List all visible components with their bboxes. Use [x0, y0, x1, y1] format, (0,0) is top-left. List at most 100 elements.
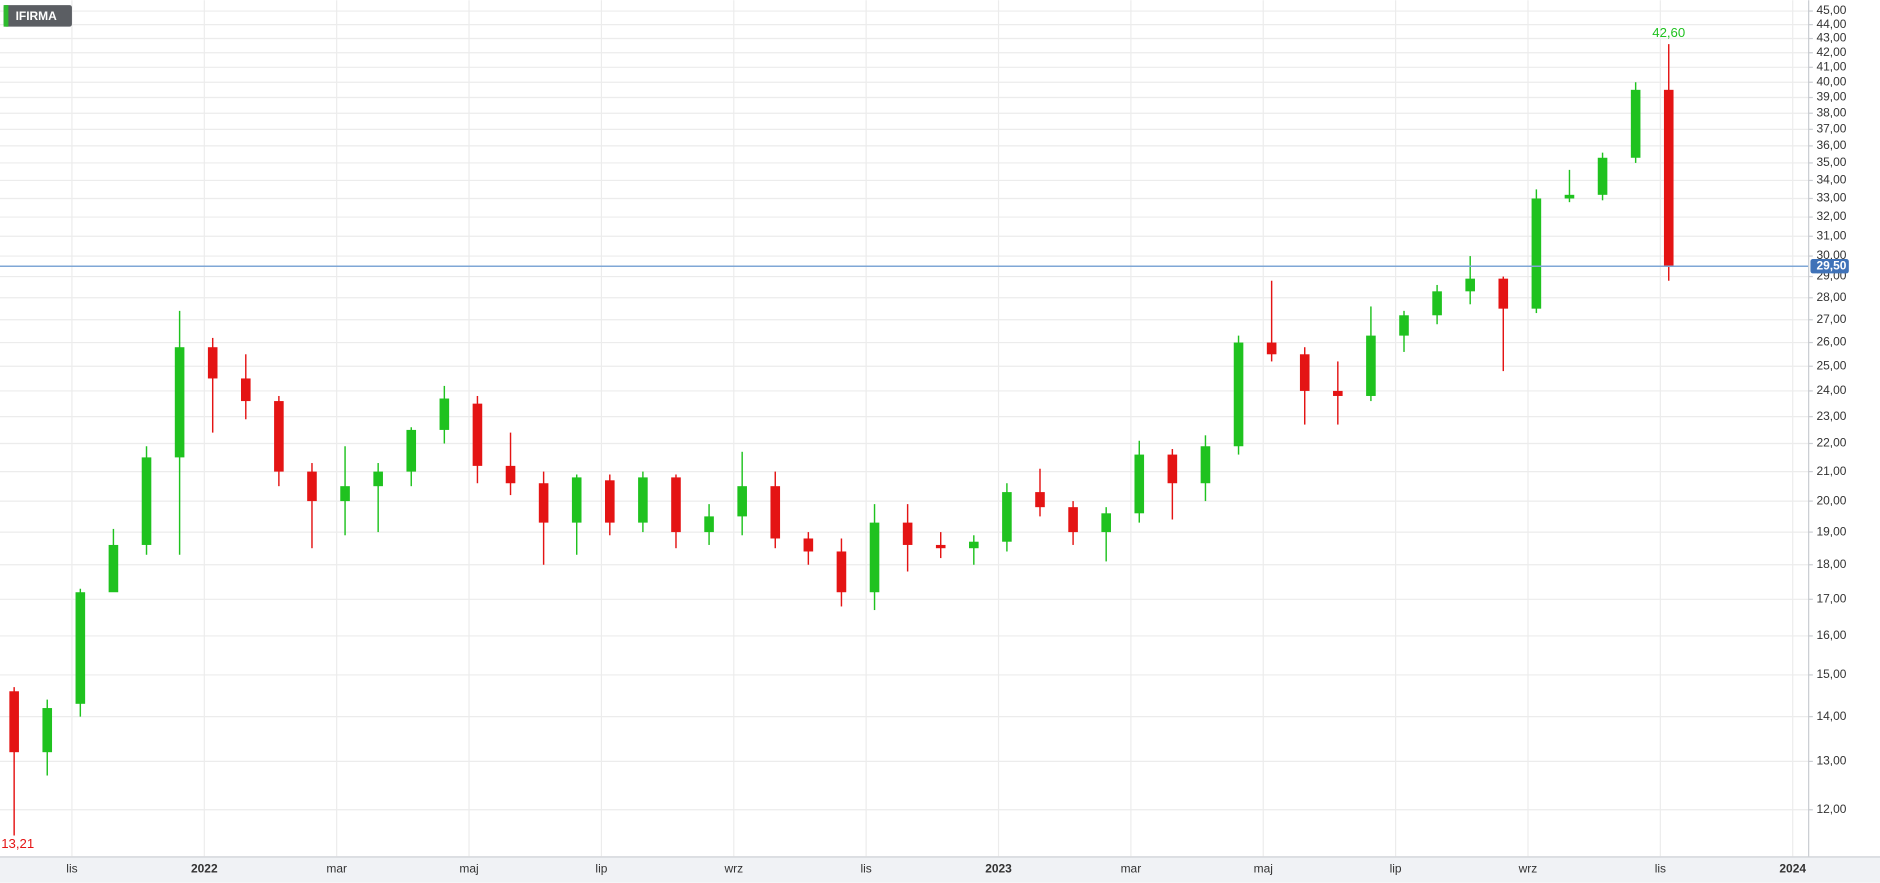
candle-body [538, 483, 549, 523]
y-tick-label: 45,00 [1816, 3, 1846, 17]
y-tick-label: 14,00 [1816, 709, 1846, 723]
x-tick-label: wrz [723, 862, 743, 876]
x-tick-label: maj [459, 862, 478, 876]
candle-body [340, 486, 350, 502]
last-price-label: 29,50 [1816, 258, 1846, 272]
x-tick-label: lip [1390, 862, 1402, 876]
candle-body [1002, 492, 1012, 542]
candle-body [1597, 157, 1608, 195]
y-tick-label: 22,00 [1816, 436, 1846, 450]
x-tick-label: mar [1121, 862, 1142, 876]
y-tick-label: 21,00 [1816, 464, 1846, 478]
y-tick-label: 23,00 [1816, 409, 1846, 423]
candle-body [1035, 492, 1045, 508]
candle-body [1399, 315, 1409, 336]
x-tick-label: 2022 [191, 862, 218, 876]
candle-body [1068, 507, 1078, 533]
candle-body [1663, 89, 1674, 267]
y-tick-label: 42,00 [1816, 45, 1846, 59]
candle-body [1200, 446, 1211, 484]
y-tick-label: 37,00 [1816, 122, 1846, 136]
candle-body [1167, 454, 1178, 484]
y-tick-label: 18,00 [1816, 557, 1846, 571]
candle-body [836, 551, 847, 593]
candle-body [274, 401, 284, 472]
min-annotation: 13,21 [1, 836, 34, 851]
y-tick-label: 34,00 [1816, 173, 1846, 187]
x-tick-label: 2024 [1779, 862, 1806, 876]
candle-body [141, 457, 152, 545]
candle-body [42, 708, 53, 753]
y-tick-label: 24,00 [1816, 383, 1846, 397]
last-price-box [1810, 259, 1849, 274]
candle-body [75, 592, 86, 704]
symbol-button-stripe [3, 5, 9, 27]
candle-body [1498, 278, 1509, 309]
y-tick-label: 31,00 [1816, 228, 1846, 242]
candle-body [770, 486, 781, 539]
candle-body [935, 544, 946, 549]
candle-body [869, 522, 880, 593]
y-tick-label: 44,00 [1816, 17, 1846, 31]
y-tick-label: 28,00 [1816, 290, 1846, 304]
x-axis-band [0, 856, 1880, 883]
candle-body [1564, 194, 1575, 199]
x-tick-label: lis [1655, 862, 1666, 876]
candle-body [1233, 342, 1244, 447]
y-tick-label: 32,00 [1816, 209, 1846, 223]
y-tick-label: 36,00 [1816, 138, 1846, 152]
candle-body [737, 486, 747, 517]
y-tick-label: 12,00 [1816, 802, 1846, 816]
candle-body [108, 544, 119, 593]
candles [0, 44, 1809, 836]
candle-body [605, 480, 615, 523]
x-tick-label: wrz [1518, 862, 1538, 876]
x-tick-label: mar [326, 862, 347, 876]
y-tick-label: 39,00 [1816, 90, 1846, 104]
y-tick-label: 15,00 [1816, 667, 1846, 681]
y-tick-label: 43,00 [1816, 31, 1846, 45]
chart-title: IFIRMA [16, 9, 58, 23]
y-tick-label: 27,00 [1816, 312, 1846, 326]
candle-body [638, 477, 648, 523]
symbol-button[interactable]: IFIRMA [3, 5, 72, 27]
x-tick-label: lip [595, 862, 607, 876]
candle-body [1630, 89, 1641, 158]
y-tick-label: 25,00 [1816, 358, 1846, 372]
y-tick-label: 41,00 [1816, 59, 1846, 73]
candle-body [671, 477, 681, 533]
candle-body [472, 403, 483, 466]
y-tick-label: 35,00 [1816, 155, 1846, 169]
x-tick-label: 2023 [985, 862, 1012, 876]
candle-body [1266, 342, 1277, 355]
candle-body [1366, 335, 1376, 396]
candle-body [1465, 278, 1475, 292]
y-tick-label: 38,00 [1816, 105, 1846, 119]
candle-body [207, 347, 218, 379]
y-tick-label: 20,00 [1816, 493, 1846, 507]
y-tick-label: 26,00 [1816, 335, 1846, 349]
candle-body [1531, 198, 1542, 309]
x-tick-label: lis [66, 862, 77, 876]
y-tick-label: 33,00 [1816, 191, 1846, 205]
candle-body [505, 465, 516, 484]
candle-body [704, 516, 714, 533]
candle-body [1299, 354, 1310, 391]
candle-body [9, 691, 19, 753]
candle-body [373, 471, 383, 487]
candle-body [439, 398, 450, 430]
candle-body [174, 347, 185, 458]
candle-body [1333, 390, 1343, 396]
candle-body [571, 477, 582, 523]
y-tick-label: 17,00 [1816, 591, 1846, 605]
y-tick-label: 40,00 [1816, 74, 1846, 88]
y-tick-label: 13,00 [1816, 754, 1846, 768]
y-tick-label: 16,00 [1816, 628, 1846, 642]
candle-body [969, 541, 979, 549]
x-tick-label: lis [860, 862, 871, 876]
candle-body [406, 429, 417, 472]
labels: 12,00 13,00 14,00 15,00 16,00 17,00 18,00 19,00… [1, 3, 1849, 876]
